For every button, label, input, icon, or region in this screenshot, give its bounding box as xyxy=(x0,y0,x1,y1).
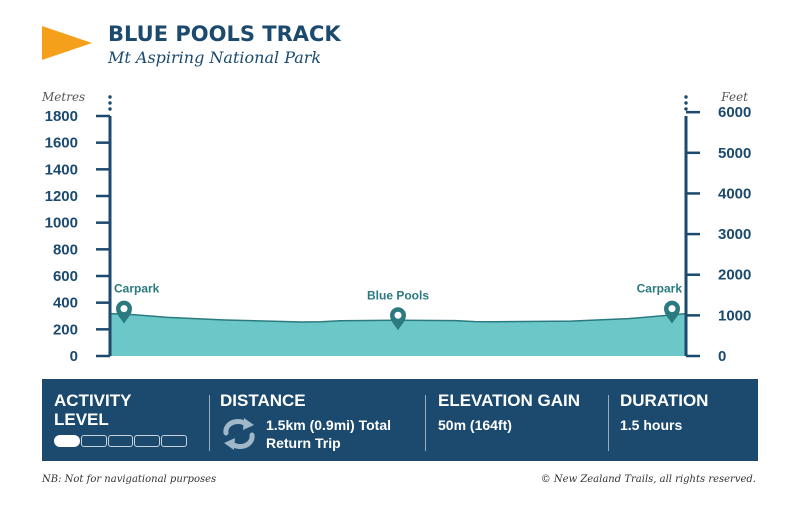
loop-arrows-icon xyxy=(223,418,255,450)
elevation-value: 50m (164ft) xyxy=(438,417,512,433)
footer-copyright: © New Zealand Trails, all rights reserve… xyxy=(540,474,756,485)
level-segment-filled xyxy=(54,435,80,447)
elevation-area xyxy=(110,313,686,356)
activity-heading: ACTIVITY LEVEL xyxy=(54,391,132,429)
location-label: Carpark xyxy=(637,282,683,296)
duration-section: DURATION 1.5 hours xyxy=(620,391,750,434)
axis-dot xyxy=(684,95,688,99)
right-tick-label: 3000 xyxy=(718,226,751,243)
level-segment-empty xyxy=(107,435,134,447)
footer-note: NB: Not for navigational purposes xyxy=(42,474,217,485)
activity-section: ACTIVITY LEVEL xyxy=(54,391,204,429)
location-marker: Carpark xyxy=(637,282,683,324)
axis-dot xyxy=(108,101,112,105)
left-tick-label: 400 xyxy=(53,295,78,312)
divider xyxy=(209,395,210,451)
right-tick-label: 5000 xyxy=(718,145,751,162)
duration-heading: DURATION xyxy=(620,391,709,410)
right-tick-label: 1000 xyxy=(718,307,751,324)
map-pin-hole xyxy=(394,311,402,319)
elevation-section: ELEVATION GAIN 50m (164ft) xyxy=(438,391,608,434)
right-tick-label: 0 xyxy=(718,348,726,365)
orange-pennant-icon xyxy=(42,26,92,60)
left-tick-label: 600 xyxy=(53,268,78,285)
axis-dot xyxy=(684,107,688,111)
right-tick-label: 2000 xyxy=(718,267,751,284)
level-segment-empty xyxy=(134,435,161,447)
left-tick-label: 200 xyxy=(53,321,78,338)
chart-subtitle: Mt Aspiring National Park xyxy=(107,48,321,67)
right-tick-label: 4000 xyxy=(718,185,751,202)
elevation-heading: ELEVATION GAIN xyxy=(438,391,580,410)
level-segment-empty xyxy=(161,435,187,447)
left-tick-label: 1800 xyxy=(45,108,78,125)
duration-value: 1.5 hours xyxy=(620,417,683,433)
left-tick-label: 1400 xyxy=(45,161,78,178)
left-tick-label: 0 xyxy=(70,348,78,365)
left-tick-label: 1000 xyxy=(45,215,78,232)
location-label: Blue Pools xyxy=(367,288,429,302)
left-tick-label: 800 xyxy=(53,241,78,258)
right-tick-label: 6000 xyxy=(718,104,751,121)
distance-section: DISTANCE 1.5km (0.9mi) Total Return Trip xyxy=(220,391,425,452)
distance-heading: DISTANCE xyxy=(220,391,306,410)
elevation-chart: BLUE POOLS TRACK Mt Aspiring National Pa… xyxy=(41,22,751,365)
divider xyxy=(425,395,426,451)
map-pin-hole xyxy=(668,305,676,313)
location-marker: Blue Pools xyxy=(367,288,429,331)
axis-dot xyxy=(684,101,688,105)
info-panel: ACTIVITY LEVEL DISTANCE 1.5km (0.9mi) To… xyxy=(42,379,758,461)
location-markers: Carpark Blue Pools Carpark xyxy=(114,282,682,331)
chart-title: BLUE POOLS TRACK xyxy=(108,22,341,46)
right-axis-unit: Feet xyxy=(720,90,748,104)
distance-value: 1.5km (0.9mi) Total Return Trip xyxy=(266,417,392,451)
left-axis: 0 200 400 600 800 1000 1200 1400 1600 1800 xyxy=(45,108,112,365)
level-segment-empty xyxy=(80,435,107,447)
activity-level-meter xyxy=(54,435,188,447)
right-axis: 0 1000 2000 3000 4000 5000 6000 xyxy=(684,104,751,365)
map-pin-hole xyxy=(120,305,128,313)
axis-dot xyxy=(108,95,112,99)
axis-continuation-dots xyxy=(108,95,688,111)
axis-dot xyxy=(108,107,112,111)
left-axis-unit: Metres xyxy=(41,90,85,104)
left-tick-label: 1600 xyxy=(45,135,78,152)
location-label: Carpark xyxy=(114,282,160,296)
divider xyxy=(608,395,609,451)
location-marker: Carpark xyxy=(114,282,160,324)
left-tick-label: 1200 xyxy=(45,188,78,205)
